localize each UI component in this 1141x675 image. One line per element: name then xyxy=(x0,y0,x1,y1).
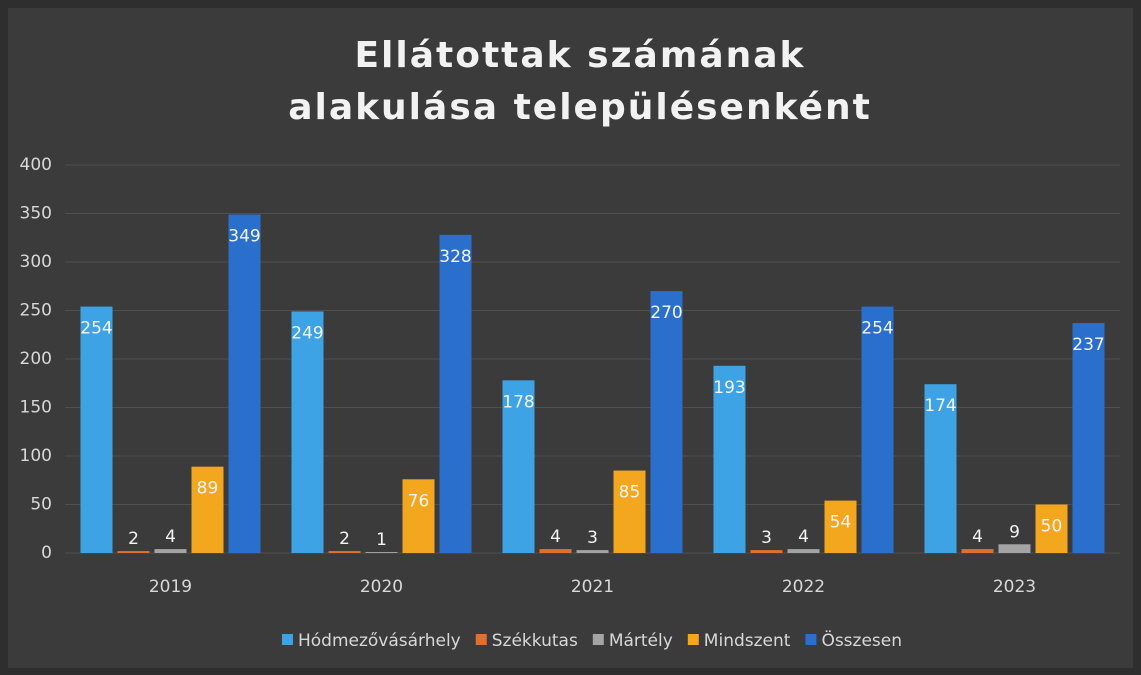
data-label: 4 xyxy=(165,527,176,547)
y-tick-label: 400 xyxy=(20,155,52,175)
data-label: 2 xyxy=(339,529,350,549)
bar xyxy=(961,549,994,553)
bar xyxy=(80,306,113,553)
y-tick-label: 200 xyxy=(20,349,52,369)
bar xyxy=(228,214,261,553)
bar xyxy=(365,552,398,553)
data-label: 9 xyxy=(1009,522,1020,542)
data-label: 50 xyxy=(1041,517,1063,537)
data-label: 237 xyxy=(1072,335,1104,355)
bar xyxy=(191,466,224,553)
data-label: 193 xyxy=(713,378,745,398)
legend-swatch xyxy=(805,634,817,645)
data-label: 1 xyxy=(376,530,387,550)
legend-swatch xyxy=(687,634,699,645)
legend-label: Hódmezővásárhely xyxy=(298,631,461,651)
chart-title: Ellátottak számának alakulása települése… xyxy=(288,35,872,128)
data-label: 328 xyxy=(439,247,471,267)
data-label: 2 xyxy=(128,529,139,549)
bar xyxy=(787,549,820,553)
bar xyxy=(154,549,187,553)
chart-background xyxy=(8,8,1133,668)
legend-swatch xyxy=(475,634,487,645)
y-tick-label: 300 xyxy=(20,252,52,272)
bar xyxy=(924,384,957,553)
data-label: 4 xyxy=(972,527,983,547)
bar xyxy=(613,470,646,553)
y-tick-label: 100 xyxy=(20,446,52,466)
legend-label: Székkutas xyxy=(492,631,578,651)
y-tick-label: 0 xyxy=(41,543,52,563)
data-label: 4 xyxy=(798,527,809,547)
bar xyxy=(328,551,361,553)
data-label: 174 xyxy=(924,396,956,416)
data-label: 89 xyxy=(197,479,219,499)
legend-swatch xyxy=(281,634,293,645)
x-tick-label: 2022 xyxy=(782,577,825,597)
bar xyxy=(439,234,472,553)
data-label: 349 xyxy=(228,226,260,246)
bar xyxy=(576,550,609,553)
x-tick-label: 2020 xyxy=(360,577,403,597)
legend-swatch xyxy=(592,634,604,645)
y-tick-label: 150 xyxy=(20,398,52,418)
bar xyxy=(1072,323,1105,553)
legend-label: Mártély xyxy=(609,631,673,651)
bar xyxy=(824,500,857,553)
legend-label: Összesen xyxy=(821,629,902,651)
data-label: 54 xyxy=(830,513,852,533)
data-label: 249 xyxy=(291,323,323,343)
x-tick-label: 2021 xyxy=(571,577,614,597)
legend-label: Mindszent xyxy=(704,631,791,651)
data-label: 178 xyxy=(502,392,534,412)
y-tick-label: 350 xyxy=(20,204,52,224)
bar xyxy=(291,311,324,553)
x-tick-label: 2023 xyxy=(993,577,1036,597)
bar xyxy=(650,291,683,553)
x-tick-label: 2019 xyxy=(149,577,192,597)
data-label: 85 xyxy=(619,483,641,503)
data-label: 254 xyxy=(861,319,893,339)
bar xyxy=(750,550,783,553)
bar xyxy=(402,479,435,553)
y-tick-label: 50 xyxy=(30,495,52,515)
data-label: 76 xyxy=(408,491,430,511)
bar xyxy=(117,551,150,553)
data-label: 270 xyxy=(650,303,682,323)
bar xyxy=(1035,504,1068,553)
data-label: 254 xyxy=(80,319,112,339)
y-tick-label: 250 xyxy=(20,301,52,321)
bar xyxy=(539,549,572,553)
data-label: 4 xyxy=(550,527,561,547)
bar xyxy=(713,365,746,553)
bar xyxy=(861,306,894,553)
data-label: 3 xyxy=(587,528,598,548)
bar xyxy=(998,544,1031,553)
data-label: 3 xyxy=(761,528,772,548)
bar xyxy=(502,380,535,553)
